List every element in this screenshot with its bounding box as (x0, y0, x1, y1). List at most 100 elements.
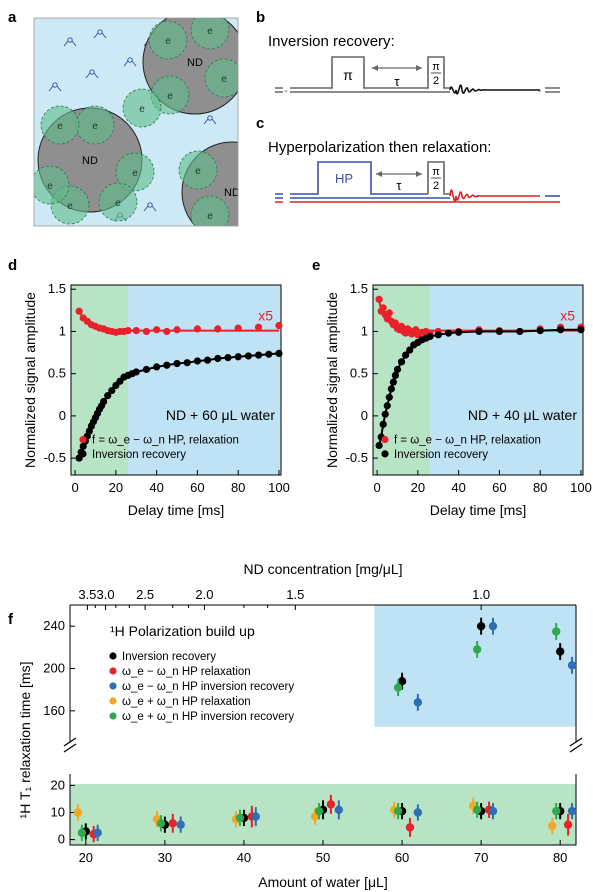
y-tick-label-upper: 200 (43, 661, 65, 676)
panel-label-e: e (312, 257, 320, 274)
legend-marker (109, 712, 117, 720)
bond (48, 85, 54, 92)
electron-label: e (165, 36, 171, 47)
ir-data-point (265, 350, 273, 358)
axis-break-mark (63, 737, 77, 747)
legend-label: ω_e − ω_n HP inversion recovery (122, 681, 294, 693)
x-tick-label: 60 (190, 480, 204, 495)
plot-frame (69, 604, 577, 846)
water-molecule (93, 29, 107, 39)
data-point (251, 812, 260, 821)
electron-label: e (207, 211, 213, 222)
chart-f: ND concentration [mg/μL] 3.5 3.0 2.5 2.0 1.5 1… (17, 561, 583, 890)
y-tick-label-lower: 20 (51, 777, 65, 792)
bond (63, 40, 69, 47)
data-point (93, 828, 102, 838)
plot-frame (70, 284, 282, 476)
legend-marker-hp (79, 435, 87, 444)
hp-data-point (153, 326, 161, 334)
data-point (555, 647, 565, 656)
ir-data-point (475, 327, 483, 336)
x-tick-label: 20 (411, 480, 425, 495)
panel-label-f: f (8, 611, 14, 628)
electron-spin-region (122, 88, 162, 128)
y-axis-label: ¹H T₁ relaxation time [ms] (17, 662, 33, 819)
y-tick-label: 1.5 (48, 281, 66, 296)
x-tick-label: 60 (395, 850, 409, 865)
water-molecule (203, 115, 217, 125)
ir-data-point (183, 359, 191, 367)
x-axis-label: Amount of water [μL] (258, 874, 387, 890)
top-axis-label: ND concentration [mg/μL] (243, 561, 402, 577)
panel-label-c: c (256, 115, 264, 132)
x-tick-label: 0 (373, 480, 380, 495)
hp-data-point (379, 304, 387, 312)
data-point (393, 683, 403, 692)
x-axis-label: Delay time [ms] (430, 502, 526, 518)
ir-data-point (153, 363, 161, 371)
top-tick-label: 3.0 (97, 587, 115, 602)
legend-label-hp: f = ω_e − ω_n HP, relaxation (394, 435, 541, 447)
svg-text:-: - (284, 85, 288, 97)
electron-label: e (132, 168, 138, 179)
half-pi-denominator-c: 2 (433, 180, 439, 192)
ir-data-point (389, 378, 397, 386)
oxygen-atom (207, 115, 213, 121)
data-point (552, 627, 561, 636)
oxygen-atom (147, 202, 153, 208)
chart-title: ¹H Polarization build up (110, 623, 255, 639)
ir-data-point (426, 332, 434, 341)
chart-d: 0 20 40 60 80 100 -0.5 0 0.5 1 1.5 Delay time [ms] N… (22, 281, 290, 518)
data-point (168, 819, 177, 828)
ir-data-point (516, 327, 524, 336)
data-point (393, 806, 403, 816)
shaded-region-blue (128, 285, 281, 475)
oxygen-atom (67, 37, 73, 43)
electron-spin-region (190, 18, 230, 50)
chart-e: 0 20 40 60 80 100 -0.5 0 0.5 1 1.5 Delay time [ms] N… (324, 281, 592, 518)
y-tick-label: 0 (361, 408, 368, 423)
water-molecule (63, 37, 77, 47)
x-tick-label: 20 (79, 850, 93, 865)
top-tick-label: 2.0 (195, 587, 213, 602)
bond (93, 72, 99, 79)
top-tick-label: 1.5 (286, 587, 304, 602)
y-tick-label: -0.5 (346, 450, 368, 465)
inversion-recovery-sequence: Inversion recovery: - - π τ π 2 (268, 33, 560, 97)
y-tick-label: 1.5 (350, 281, 368, 296)
data-point (77, 828, 87, 838)
svg-text:-: - (538, 85, 542, 97)
legend-label-ir: Inversion recovery (92, 449, 186, 461)
bond (203, 118, 209, 125)
bond (123, 60, 129, 67)
scale-note: x5 (258, 307, 273, 323)
ir-data-point (381, 410, 389, 418)
data-point (73, 808, 83, 817)
bond (143, 205, 149, 212)
data-point (567, 661, 577, 670)
hp-data-point (124, 327, 132, 335)
nanodiamond-particles: ND ND ND e e e e e e e e e e e e e (34, 18, 238, 226)
electron-spin-region (34, 165, 70, 205)
hp-data-point (75, 307, 83, 315)
electron-spin-region (115, 152, 155, 192)
x-tick-label: 0 (71, 480, 78, 495)
scale-note: x5 (560, 307, 575, 323)
hp-data-point (173, 326, 181, 334)
ir-data-point (577, 326, 585, 334)
ir-data-point (163, 361, 171, 369)
x-tick-label: 40 (237, 850, 251, 865)
bond (56, 85, 62, 92)
hp-data-point (132, 327, 140, 335)
sample-annotation: ND + 40 μL water (468, 407, 577, 423)
ir-data-point (391, 371, 400, 379)
x-tick-label: 40 (451, 480, 465, 495)
y-axis-label: Normalized signal amplitude (324, 292, 340, 468)
electron-label: e (221, 74, 227, 85)
nd-label: ND (187, 57, 203, 69)
electron-spin-region (190, 195, 230, 226)
y-tick-label: 1 (59, 323, 66, 338)
electron-label: e (115, 198, 121, 209)
electron-spin-region (178, 150, 218, 190)
legend-marker-ir (79, 450, 87, 458)
